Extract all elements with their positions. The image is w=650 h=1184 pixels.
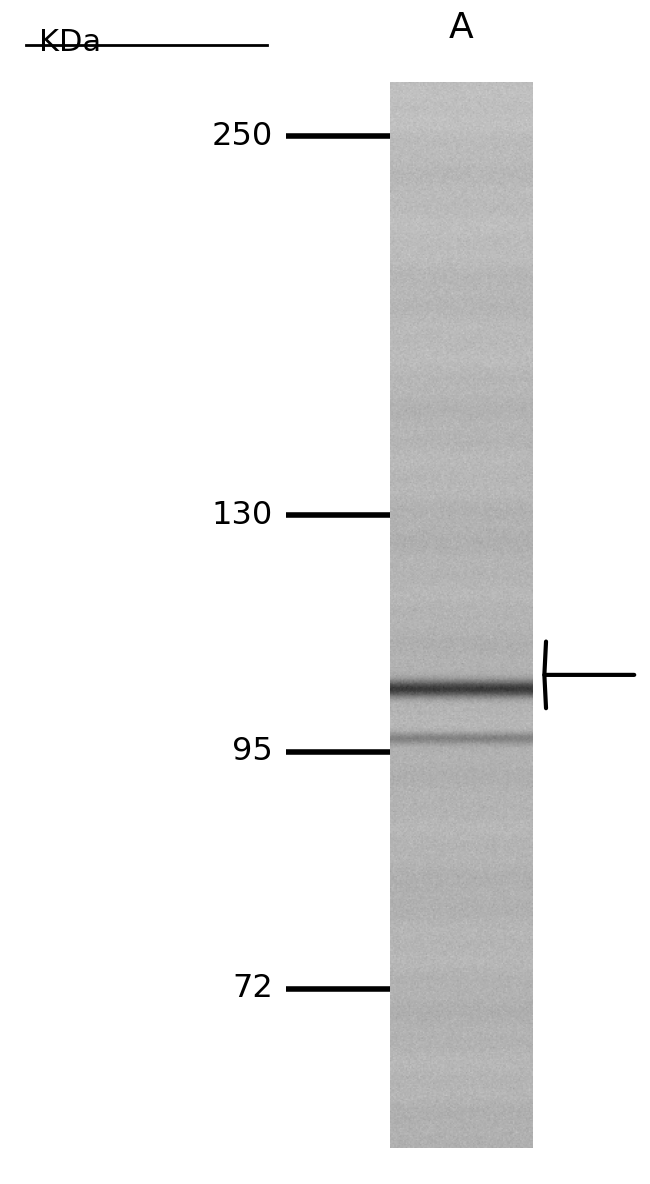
Text: A: A <box>449 11 474 45</box>
Text: 250: 250 <box>212 121 273 152</box>
Text: 95: 95 <box>232 736 273 767</box>
Text: 130: 130 <box>212 500 273 530</box>
Text: KDa: KDa <box>39 28 101 57</box>
Text: 72: 72 <box>232 973 273 1004</box>
